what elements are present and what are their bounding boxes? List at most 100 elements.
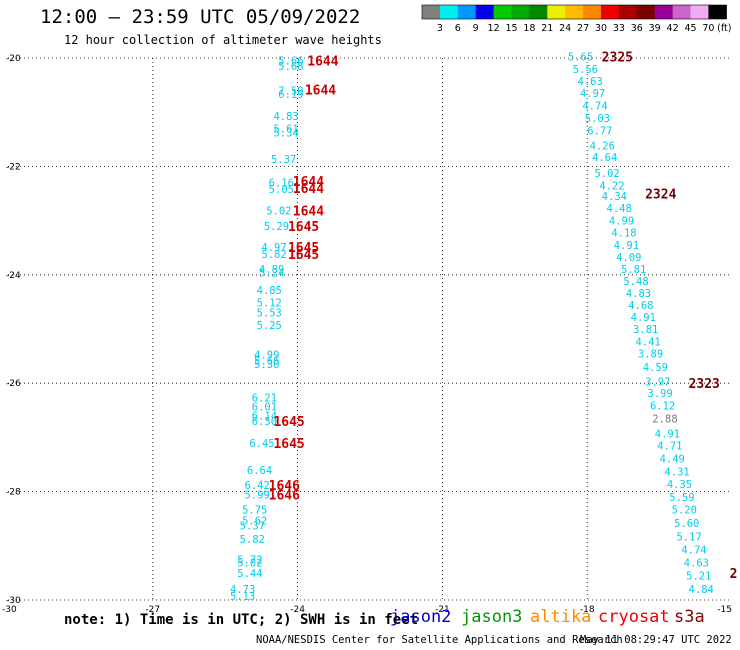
swh-label: 5.20 [672, 504, 697, 516]
colorbar-swatch [529, 5, 548, 19]
swh-label: 5.34 [273, 127, 298, 139]
swh-label: 4.99 [254, 349, 279, 361]
track-time-label: 1644 [305, 83, 336, 98]
s3a-time-label: 2323 [689, 377, 720, 392]
colorbar-label: 30 [595, 23, 607, 34]
swh-label: 4.63 [684, 558, 709, 570]
swh-label: 5.82 [261, 249, 286, 261]
track-time-label: 1644 [293, 182, 324, 197]
x-tick-label: -21 [435, 605, 450, 615]
swh-label: 2.88 [652, 413, 677, 425]
swh-label: 5.21 [686, 571, 711, 583]
legend-jason3: jason3 [461, 607, 523, 627]
swh-label: 5.02 [594, 168, 619, 180]
colorbar-frame [421, 4, 727, 20]
swh-label: 5.59 [669, 492, 694, 504]
swh-label: 6.21 [252, 392, 277, 404]
track-time-label: 1644 [293, 175, 324, 190]
colorbar-swatch [422, 5, 441, 19]
timestamp-text: May 11 08:29:47 UTC 2022 [580, 634, 732, 646]
swh-label: 4.35 [667, 479, 692, 491]
swh-label: 4.91 [631, 312, 656, 324]
track-time-label: 1644 [293, 204, 324, 219]
swh-label: 3.99 [648, 388, 673, 400]
swh-label: 4.85 [257, 285, 282, 297]
swh-label: 5.56 [573, 64, 598, 76]
colorbar-label: 39 [649, 23, 661, 34]
swh-label: 4.31 [664, 467, 689, 479]
colorbar-swatch [565, 5, 584, 19]
swh-label: 5.03 [585, 113, 610, 125]
swh-label: 5.81 [621, 264, 646, 276]
swh-label: 4.49 [660, 454, 685, 466]
swh-label: 5.05 [269, 184, 294, 196]
s3a-time-label: 2325 [602, 50, 633, 65]
swh-label: 4.26 [590, 140, 615, 152]
track-time-label: 1646 [269, 488, 300, 503]
colorbar-swatch [601, 5, 620, 19]
swh-label: 4.22 [599, 180, 624, 192]
colorbar-label: 18 [523, 23, 535, 34]
colorbar-swatch [672, 5, 691, 19]
track-time-label: 1645 [288, 241, 319, 256]
colorbar-swatch [636, 5, 656, 19]
colorbar-swatch [493, 5, 512, 19]
colorbar-label: 42 [667, 23, 679, 34]
colorbar-swatch [439, 5, 459, 19]
swh-label: 5.02 [266, 205, 291, 217]
swh-label: 7.59 [278, 86, 303, 98]
swh-label: 4.34 [602, 191, 627, 203]
swh-label: 4.63 [578, 76, 603, 88]
colorbar-swatch [511, 5, 530, 19]
swh-label: 5.13 [230, 591, 255, 603]
swh-label: 4.84 [689, 584, 714, 596]
chart-title: 12:00 — 23:59 UTC 05/09/2022 [40, 6, 361, 28]
colorbar: 3 6 9 12 15 18 21 24 27 30 33 36 39 42 45 70 (ft) [421, 4, 731, 34]
colorbar-label: 45 [684, 23, 696, 34]
swh-label: 5.24 [259, 268, 284, 280]
swh-label: 5.44 [237, 568, 262, 580]
swh-label: 5.72 [237, 554, 262, 566]
swh-label: 4.83 [273, 111, 298, 123]
x-tick-label: -24 [290, 605, 305, 615]
track-time-label: 1645 [273, 415, 304, 430]
swh-label: 6.12 [650, 400, 675, 412]
swh-label: 3.89 [638, 348, 663, 360]
swh-label: 6.50 [252, 416, 277, 428]
colorbar-swatch [618, 5, 638, 19]
swh-label: 4.41 [635, 336, 660, 348]
swh-label: 4.91 [614, 240, 639, 252]
colorbar-label: 15 [505, 23, 517, 34]
colorbar-label: 6 [455, 23, 461, 34]
swh-label: 4.73 [230, 584, 255, 596]
track-time-label: 1645 [288, 220, 319, 235]
swh-label: 5.37 [240, 521, 265, 533]
colorbar-swatch [547, 5, 566, 19]
swh-label: 4.91 [655, 429, 680, 441]
swh-label: 5.29 [264, 221, 289, 233]
x-tick-label: -30 [2, 605, 17, 615]
swh-label: 4.09 [616, 252, 641, 264]
x-tick-label: -15 [717, 605, 732, 615]
colorbar-label: 21 [541, 23, 553, 34]
chart-subtitle: 12 hour collection of altimeter wave hei… [64, 33, 382, 47]
swh-label: 4.64 [592, 152, 617, 164]
colorbar-label: 27 [577, 23, 589, 34]
note-text: note: 1) Time is in UTC; 2) SWH is in fe… [64, 612, 419, 628]
swh-label: 6.45 [249, 438, 274, 450]
colorbar-label: 70 [702, 23, 714, 34]
y-tick-label: -22 [6, 162, 21, 172]
swh-label: 6.77 [587, 126, 612, 138]
swh-label: 6.14 [252, 411, 277, 423]
colorbar-swatch [708, 5, 727, 19]
swh-label: 5.68 [278, 61, 303, 73]
y-tick-label: -20 [6, 54, 21, 64]
swh-label: 4.71 [657, 441, 682, 453]
swh-label: 5.75 [242, 504, 267, 516]
y-tick-label: -28 [6, 488, 21, 498]
swh-label: 5.25 [257, 320, 282, 332]
swh-label: 5.17 [676, 532, 701, 544]
s3a-time-label: 2324 [645, 188, 676, 203]
colorbar-label: 36 [631, 23, 643, 34]
